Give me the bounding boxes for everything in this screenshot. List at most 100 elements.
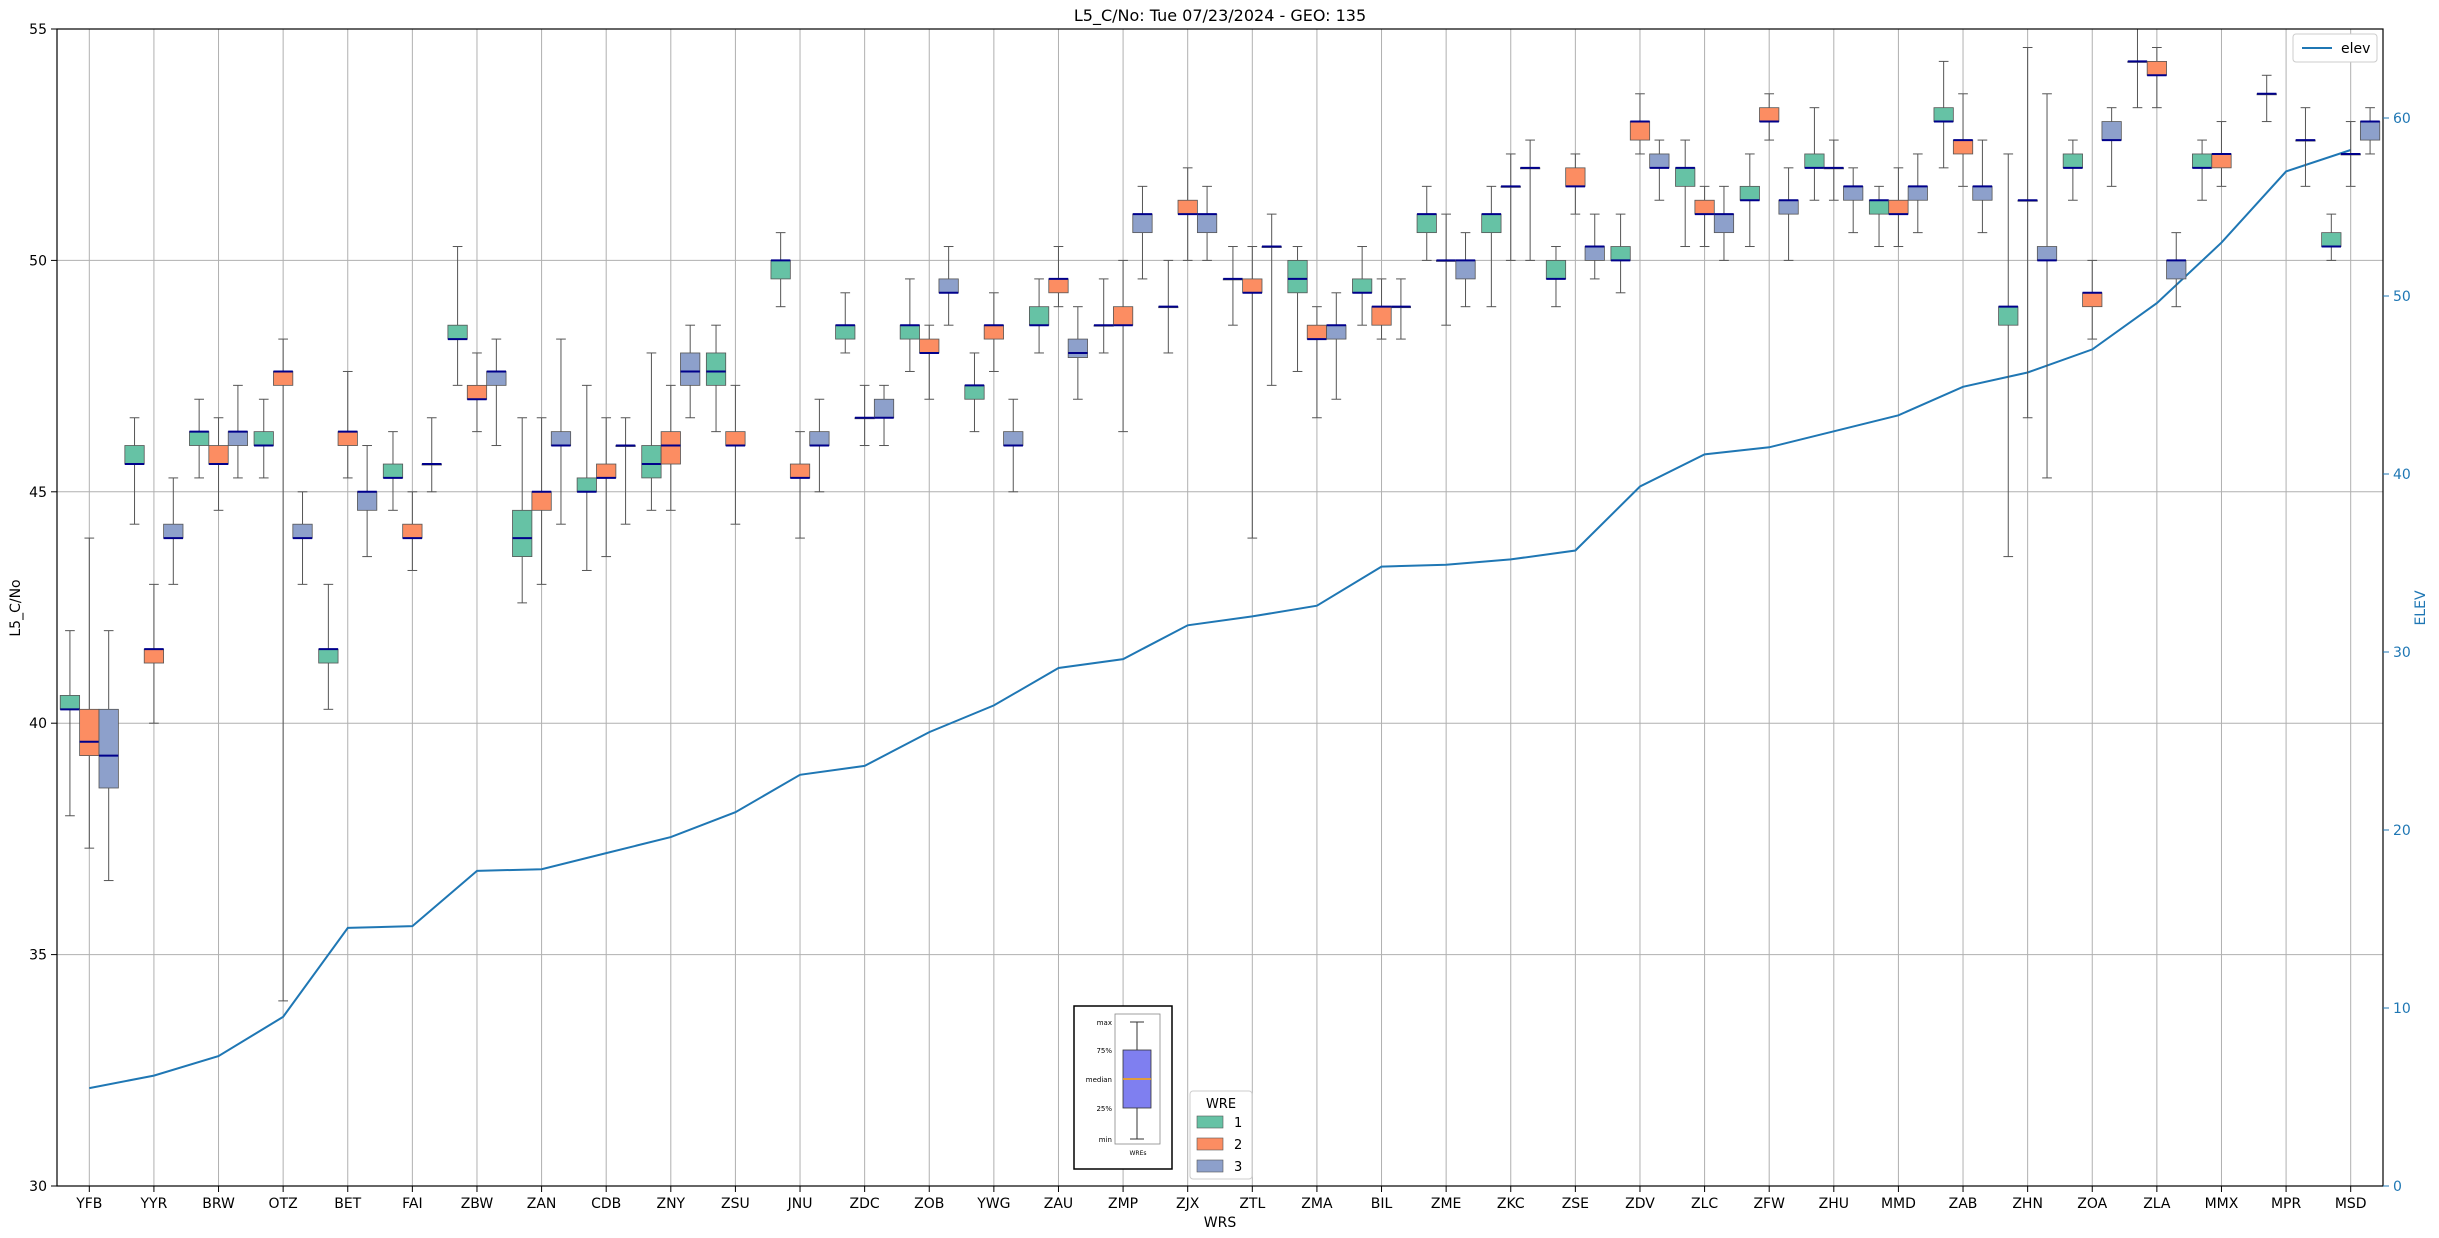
box-zme-wre-3 bbox=[1455, 232, 1476, 308]
x-tick-label: FAI bbox=[402, 1196, 422, 1212]
box-yfb-wre-1 bbox=[59, 630, 81, 817]
box-zmp-wre-3 bbox=[1132, 185, 1153, 280]
box-iqr bbox=[382, 463, 404, 479]
box-ywg-wre-2 bbox=[983, 292, 1004, 372]
box-zoa-wre-3 bbox=[2101, 107, 2122, 187]
box-zhn-wre-2 bbox=[2017, 47, 2038, 419]
x-tick-label: ZDV bbox=[1625, 1196, 1655, 1212]
elev-legend-label: elev bbox=[2341, 41, 2370, 57]
box-iqr bbox=[1306, 324, 1328, 340]
box-iqr bbox=[1371, 306, 1392, 326]
y-tick-label: 50 bbox=[29, 253, 47, 269]
x-tick-label: ZJX bbox=[1176, 1196, 1200, 1212]
box-ywg-wre-1 bbox=[964, 352, 985, 433]
box-bil-wre-1 bbox=[1352, 246, 1373, 326]
box-zfw-wre-3 bbox=[1778, 167, 1799, 261]
box-zla-wre-2 bbox=[2146, 47, 2167, 109]
box-brw-wre-3 bbox=[227, 384, 249, 479]
box-zhn-wre-1 bbox=[1998, 153, 2019, 558]
x-tick-label: ZNY bbox=[656, 1196, 685, 1212]
box-bet-wre-3 bbox=[357, 445, 378, 558]
box-zmp-wre-1 bbox=[1093, 278, 1114, 354]
box-mmx-wre-1 bbox=[2191, 139, 2213, 201]
box-msd-wre-1 bbox=[2321, 213, 2342, 261]
elev-line bbox=[89, 149, 2352, 1090]
x-tick-label: ZDC bbox=[850, 1196, 880, 1212]
box-iqr bbox=[1287, 259, 1308, 294]
x-tick-label: ZOB bbox=[914, 1196, 944, 1212]
x-tick-label: BIL bbox=[1371, 1196, 1393, 1212]
box-zny-wre-1 bbox=[641, 352, 662, 511]
box-jnu-wre-3 bbox=[809, 398, 830, 493]
wre-legend-swatch-3 bbox=[1196, 1159, 1224, 1173]
box-iqr bbox=[1952, 139, 1974, 155]
x-axis-label: WRS bbox=[1204, 1215, 1237, 1231]
box-zau-wre-3 bbox=[1067, 306, 1088, 400]
x-tick-label: ZTL bbox=[1239, 1196, 1265, 1212]
box-iqr bbox=[402, 523, 423, 539]
box-iqr bbox=[1584, 246, 1605, 261]
x-tick-label: ZLA bbox=[2143, 1196, 2171, 1212]
wre-legend: WRE 1 2 3 bbox=[1189, 1090, 1253, 1180]
wre-legend-label-3: 3 bbox=[1234, 1160, 1242, 1175]
y-axis-label: L5_C/No bbox=[8, 579, 24, 636]
box-zbw-wre-3 bbox=[486, 338, 507, 447]
box-iqr bbox=[1649, 153, 1670, 169]
box-zhu-wre-2 bbox=[1823, 139, 1844, 201]
box-zab-wre-3 bbox=[1972, 139, 1993, 234]
wre-legend-label-2: 2 bbox=[1234, 1138, 1242, 1153]
x-tick-label: ZHU bbox=[1819, 1196, 1849, 1212]
box-iqr bbox=[1326, 324, 1347, 340]
box-cdb-wre-1 bbox=[576, 384, 597, 571]
x-tick-label: MMD bbox=[1881, 1196, 1916, 1212]
box-zau-wre-2 bbox=[1048, 246, 1069, 308]
y-tick-label: 40 bbox=[29, 716, 47, 732]
x-tick-label: ZMP bbox=[1108, 1196, 1138, 1212]
box-iqr bbox=[1416, 213, 1437, 234]
box-iqr bbox=[1196, 213, 1218, 234]
box-zdc-wre-3 bbox=[873, 384, 895, 447]
x-tick-label: BRW bbox=[202, 1196, 235, 1212]
box-iqr bbox=[1565, 167, 1586, 187]
y2-tick-label: 50 bbox=[2393, 289, 2411, 305]
wre-legend-swatch-1 bbox=[1196, 1115, 1224, 1129]
box-iqr bbox=[1972, 185, 1993, 201]
box-iqr bbox=[512, 509, 533, 557]
x-tick-label: ZAN bbox=[527, 1196, 557, 1212]
box-iqr bbox=[1177, 199, 1198, 215]
y2-axis-label: ELEV bbox=[2413, 590, 2429, 625]
plot-frame bbox=[56, 28, 2384, 1187]
box-iqr bbox=[680, 352, 701, 386]
box-layer bbox=[59, 28, 2381, 1002]
box-iqr bbox=[1907, 185, 1928, 201]
x-tick-label: ZHN bbox=[2012, 1196, 2043, 1212]
box-iqr bbox=[357, 491, 378, 511]
box-iqr bbox=[899, 324, 920, 340]
box-iqr bbox=[1778, 199, 1799, 215]
x-tick-label: BET bbox=[334, 1196, 361, 1212]
box-yfb-wre-3 bbox=[98, 630, 119, 882]
y-tick-label: 45 bbox=[29, 485, 47, 501]
box-iqr bbox=[273, 371, 294, 386]
box-iqr bbox=[1804, 153, 1825, 169]
box-bet-wre-2 bbox=[337, 370, 358, 479]
box-iqr bbox=[531, 491, 552, 511]
x-tick-label: ZKC bbox=[1497, 1196, 1525, 1212]
box-zbw-wre-2 bbox=[466, 352, 488, 433]
key-label-q1: 25% bbox=[1096, 1105, 1112, 1113]
box-iqr bbox=[2321, 232, 2342, 247]
wre-legend-label-1: 1 bbox=[1234, 1116, 1242, 1131]
box-iqr bbox=[1675, 167, 1696, 187]
box-iqr bbox=[705, 352, 727, 386]
box-iqr bbox=[1739, 185, 1760, 201]
box-ywg-wre-3 bbox=[1003, 398, 1024, 493]
box-iqr bbox=[1713, 213, 1735, 234]
box-iqr bbox=[873, 398, 895, 419]
box-ztl-wre-1 bbox=[1222, 246, 1244, 326]
y2-tick-label: 40 bbox=[2393, 467, 2411, 483]
box-iqr bbox=[2082, 292, 2103, 308]
box-iqr bbox=[59, 695, 81, 710]
box-zoa-wre-2 bbox=[2082, 259, 2103, 340]
x-tick-label: JNU bbox=[787, 1196, 813, 1212]
